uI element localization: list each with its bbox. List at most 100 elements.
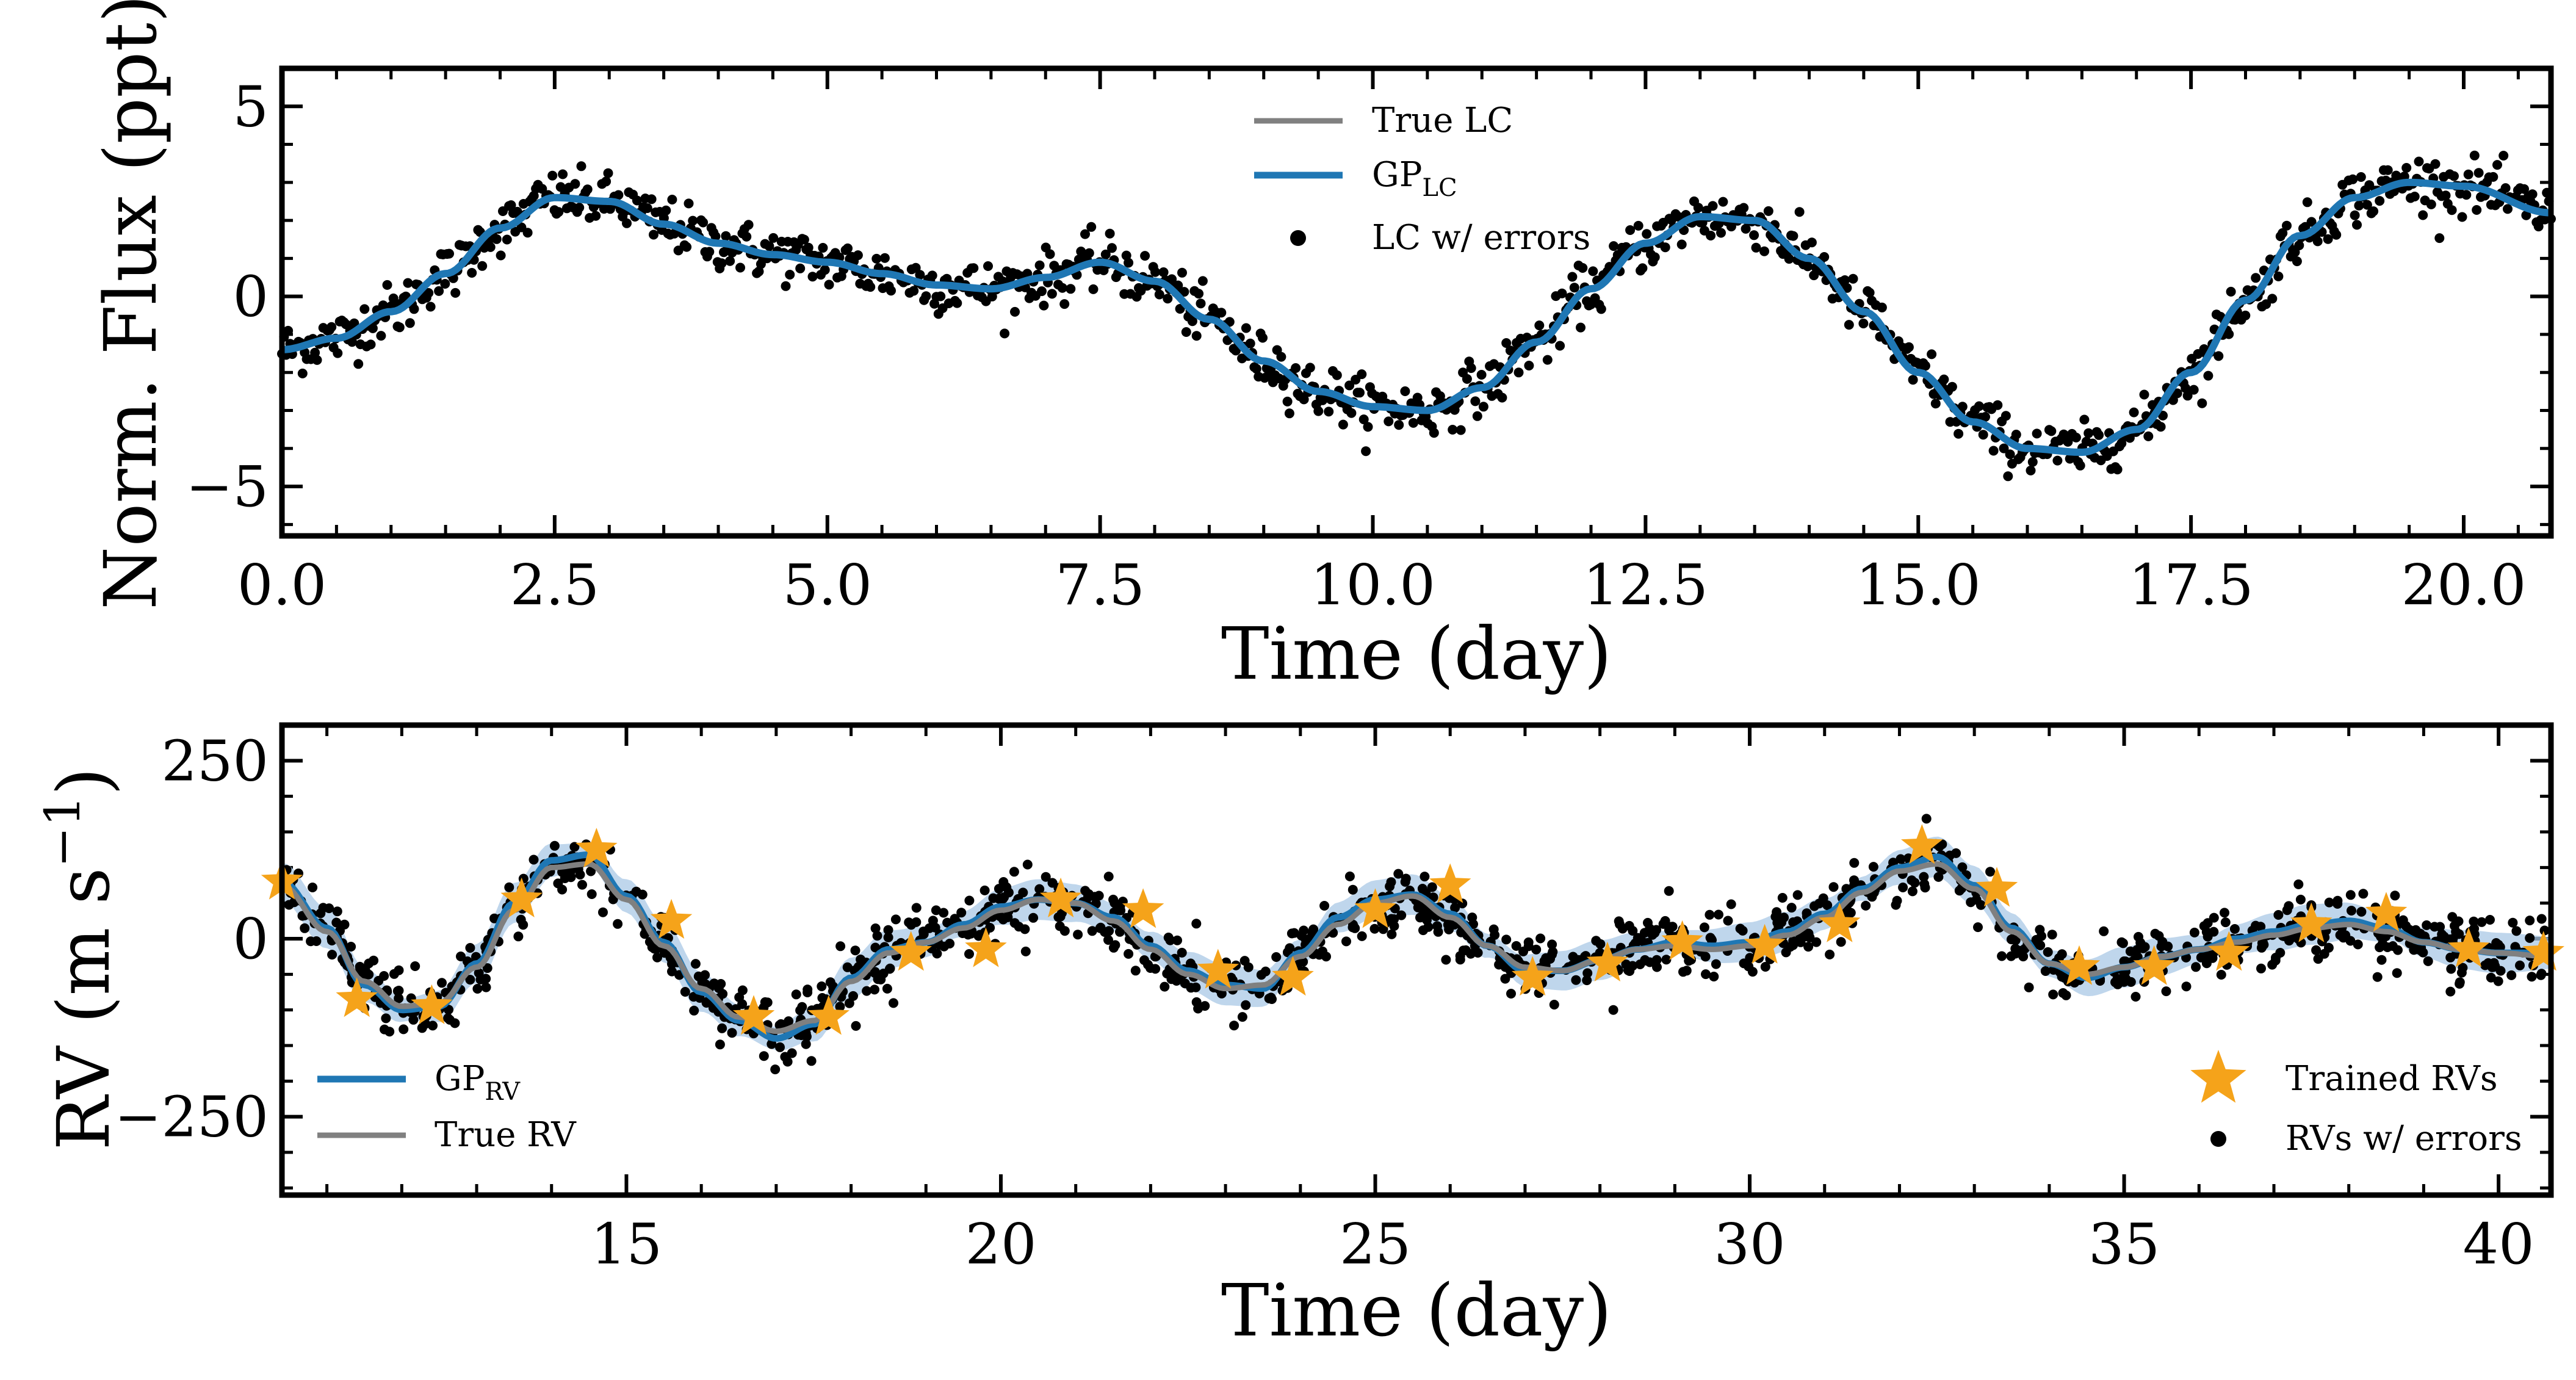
lc-point bbox=[2071, 432, 2081, 443]
rv-point bbox=[1723, 916, 1733, 926]
rv-point bbox=[1357, 931, 1367, 941]
lc-point bbox=[1819, 252, 1830, 262]
lc-point bbox=[1476, 370, 1487, 380]
rv-point bbox=[1506, 968, 1517, 978]
lc-point bbox=[424, 288, 434, 298]
lc-point bbox=[1642, 229, 1652, 239]
lc-point bbox=[1276, 352, 1286, 362]
rv-point bbox=[392, 986, 403, 996]
rv-point bbox=[1892, 895, 1902, 906]
rv-point bbox=[1921, 814, 1932, 824]
rv-point bbox=[883, 925, 893, 935]
lc-point bbox=[1716, 228, 1726, 238]
lc-point bbox=[1999, 443, 2009, 453]
lc-point bbox=[2197, 398, 2207, 408]
lc-point bbox=[886, 286, 896, 296]
lc-point bbox=[2521, 210, 2531, 220]
lc-point bbox=[2519, 184, 2529, 194]
trained-rv-star bbox=[1819, 902, 1861, 942]
rv-point bbox=[1828, 882, 1839, 892]
lc-point bbox=[2181, 383, 2191, 393]
rv-point bbox=[999, 892, 1009, 902]
lc-point bbox=[506, 200, 516, 211]
rv-point bbox=[1501, 934, 1512, 945]
lc-point bbox=[1739, 203, 1749, 213]
lc-point bbox=[1291, 363, 1301, 373]
lc-point bbox=[969, 263, 979, 273]
lc-point bbox=[2094, 430, 2104, 440]
rv-point bbox=[489, 913, 499, 923]
rv-point bbox=[1666, 922, 1676, 932]
rv-point bbox=[1177, 947, 1187, 958]
rv-point bbox=[774, 1020, 785, 1030]
rv-point bbox=[1745, 953, 1755, 963]
top-xtick-label: 10.0 bbox=[1310, 552, 1435, 618]
lc-point bbox=[2503, 204, 2513, 214]
lc-point bbox=[2203, 370, 2213, 381]
lc-point bbox=[682, 242, 692, 252]
rv-point bbox=[465, 975, 475, 985]
lc-point bbox=[661, 205, 671, 215]
lc-point bbox=[1010, 306, 1020, 317]
bottom-xtick-label: 30 bbox=[1714, 1212, 1786, 1277]
lc-point bbox=[582, 184, 593, 195]
lc-point bbox=[725, 256, 735, 266]
rv-point bbox=[1401, 873, 1411, 884]
lc-point bbox=[1150, 267, 1160, 277]
lc-point bbox=[1361, 446, 1371, 457]
rv-point bbox=[1997, 951, 2007, 961]
bottom-xtick-label: 20 bbox=[965, 1212, 1036, 1277]
lc-point bbox=[2449, 171, 2459, 181]
rv-point bbox=[2525, 933, 2535, 943]
lc-point bbox=[2498, 151, 2509, 161]
rv-point bbox=[339, 919, 350, 930]
lc-point bbox=[359, 304, 370, 314]
rv-point bbox=[817, 981, 827, 991]
lc-point bbox=[1100, 249, 1111, 259]
rv-point bbox=[939, 941, 949, 952]
rv-point bbox=[1116, 905, 1126, 916]
top-ylabel: Norm. Flux (ppt) bbox=[88, 0, 173, 610]
lc-point bbox=[2414, 156, 2424, 167]
rv-point bbox=[1664, 886, 1674, 896]
rv-point bbox=[2511, 926, 2522, 936]
lc-point bbox=[1357, 369, 1367, 380]
rv-point bbox=[1539, 956, 1550, 966]
rv-point bbox=[1432, 921, 1442, 931]
rv-point bbox=[1459, 945, 1468, 956]
rv-point bbox=[2415, 945, 2426, 956]
rv-point bbox=[1041, 872, 1051, 882]
rv-point bbox=[1957, 862, 1968, 872]
rv-point bbox=[964, 895, 975, 906]
lc-point bbox=[2003, 471, 2013, 482]
rv-point bbox=[1701, 969, 1711, 980]
lc-point bbox=[1927, 349, 1937, 359]
lc-point bbox=[1358, 414, 1369, 425]
bottom-right-legend: Trained RVs RVs w/ errors bbox=[2190, 1050, 2522, 1158]
lc-point bbox=[2473, 168, 2484, 178]
lc-point bbox=[1435, 391, 1445, 401]
rv-point bbox=[1393, 869, 1404, 879]
lc-point bbox=[570, 179, 580, 189]
lc-point bbox=[1429, 428, 1439, 438]
lc-point bbox=[2172, 388, 2182, 399]
rv-point bbox=[2358, 889, 2369, 899]
rv-point bbox=[2405, 925, 2414, 935]
rv-point bbox=[1163, 933, 1174, 942]
lc-point bbox=[698, 217, 709, 228]
rv-point bbox=[408, 1014, 419, 1025]
rv-point bbox=[586, 866, 596, 876]
lc-point bbox=[1864, 287, 1875, 298]
lc-point bbox=[2350, 210, 2360, 220]
rv-point bbox=[1191, 982, 1201, 992]
rv-point bbox=[844, 998, 854, 1008]
rv-point bbox=[2485, 915, 2495, 925]
rv-point bbox=[445, 1014, 455, 1025]
lc-point bbox=[347, 337, 357, 347]
lc-point bbox=[2224, 329, 2234, 339]
rv-point bbox=[932, 948, 942, 959]
lc-point bbox=[558, 169, 568, 179]
rv-point bbox=[1450, 903, 1460, 913]
rv-point bbox=[1714, 909, 1723, 920]
rv-point bbox=[2372, 972, 2383, 982]
